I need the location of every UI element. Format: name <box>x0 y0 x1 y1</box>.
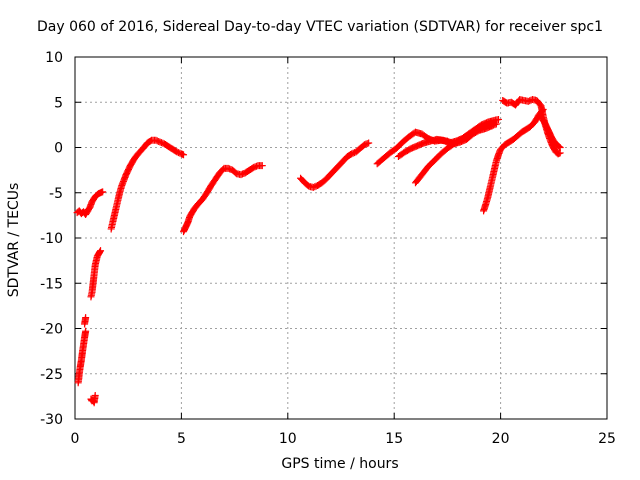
y-tick-label: 5 <box>54 95 63 111</box>
series-arc4 <box>87 247 105 301</box>
data-point <box>488 122 496 130</box>
y-tick-label: -20 <box>40 322 63 338</box>
data-point <box>365 139 373 147</box>
x-tick-label: 20 <box>492 431 510 447</box>
data-point <box>99 188 107 196</box>
data-point <box>494 115 502 123</box>
y-tick-label: -25 <box>40 367 63 383</box>
data-point <box>555 143 563 151</box>
tick-layer: 0 5 10 15 20 25 -30 -25 -20 -15 -10 -5 0 5 10 <box>40 50 616 447</box>
x-tick-label: 0 <box>71 431 80 447</box>
x-tick-label: 10 <box>279 431 297 447</box>
y-tick-label: -10 <box>40 231 63 247</box>
y-tick-label: -5 <box>49 186 63 202</box>
data-point <box>82 314 90 322</box>
y-tick-label: 0 <box>54 141 63 157</box>
x-axis-label: GPS time / hours <box>281 456 399 472</box>
data-point <box>82 327 90 335</box>
series-arc2 <box>74 327 90 387</box>
data-point <box>556 144 564 151</box>
series-arc5 <box>87 391 99 407</box>
series-arc7 <box>180 162 266 236</box>
y-tick-label: -30 <box>40 412 63 428</box>
grid-layer <box>75 57 607 419</box>
y-tick-label: 10 <box>45 50 63 66</box>
series-arc3 <box>81 314 90 328</box>
data-point <box>91 391 99 399</box>
series-arc8 <box>297 139 373 191</box>
x-tick-label: 5 <box>177 431 186 447</box>
y-tick-label: -15 <box>40 276 63 292</box>
series-arc6 <box>107 136 188 233</box>
data-point <box>180 151 188 159</box>
x-tick-label: 15 <box>385 431 403 447</box>
series-arc14 <box>537 113 564 151</box>
data-point <box>97 247 105 255</box>
data-point <box>363 140 371 148</box>
chart-title: Day 060 of 2016, Sidereal Day-to-day VTE… <box>36 19 603 35</box>
data-point <box>258 162 266 170</box>
series-arc11 <box>411 121 496 187</box>
data-points <box>73 96 564 407</box>
x-tick-label: 25 <box>598 431 616 447</box>
series-arc12 <box>480 105 547 215</box>
series-arc1 <box>73 188 107 218</box>
data-point <box>492 120 500 128</box>
